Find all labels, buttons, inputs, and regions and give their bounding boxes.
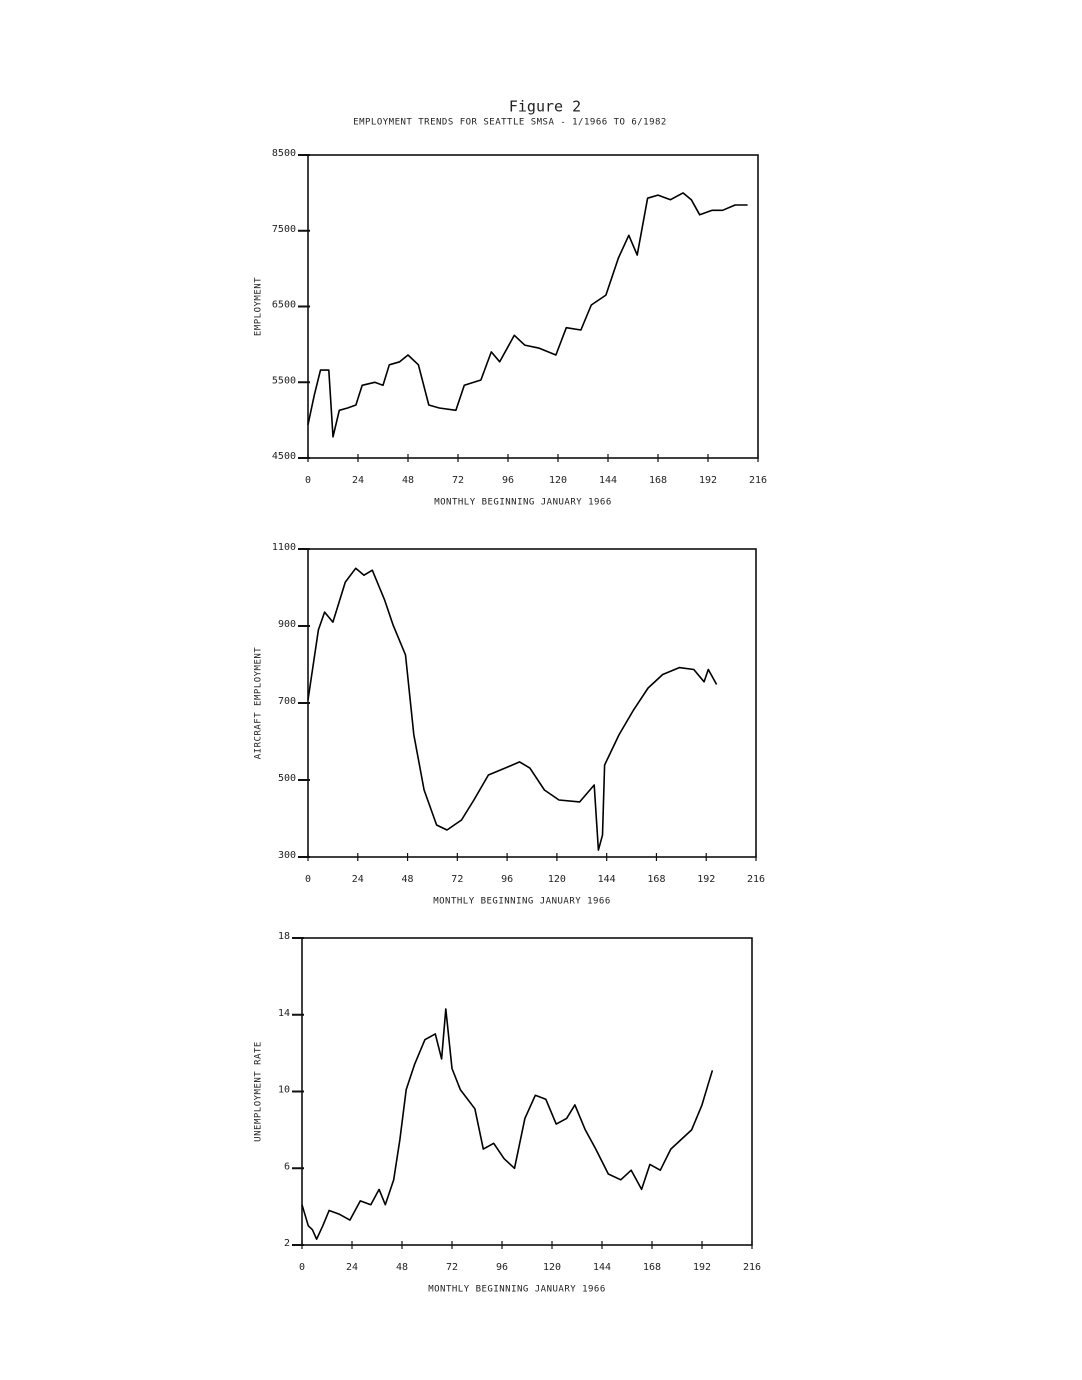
y-tick-label: 500	[278, 773, 296, 784]
x-tick-label: 168	[649, 475, 667, 486]
x-tick-label: 0	[305, 475, 311, 486]
y-axis-title: EMPLOYMENT	[254, 277, 264, 336]
x-axis-title: MONTHLY BEGINNING JANUARY 1966	[428, 1285, 606, 1295]
x-tick-label: 96	[502, 475, 514, 486]
y-tick-label: 14	[278, 1008, 290, 1019]
figure-title: Figure 2	[509, 98, 581, 116]
x-tick-label: 144	[593, 1262, 611, 1273]
x-tick-label: 120	[543, 1262, 561, 1273]
x-tick-label: 216	[749, 475, 767, 486]
x-tick-label: 72	[452, 475, 464, 486]
x-tick-label: 120	[549, 475, 567, 486]
x-tick-label: 72	[446, 1262, 458, 1273]
x-tick-label: 192	[693, 1262, 711, 1273]
x-tick-label: 48	[402, 874, 414, 885]
x-tick-label: 24	[346, 1262, 358, 1273]
x-tick-label: 216	[747, 874, 765, 885]
x-tick-label: 216	[743, 1262, 761, 1273]
y-tick-label: 6	[284, 1161, 290, 1172]
x-tick-label: 144	[598, 874, 616, 885]
x-tick-label: 24	[352, 475, 364, 486]
y-tick-label: 7500	[272, 224, 296, 235]
figure-subtitle: EMPLOYMENT TRENDS FOR SEATTLE SMSA - 1/1…	[353, 118, 667, 128]
x-tick-label: 168	[643, 1262, 661, 1273]
y-tick-label: 4500	[272, 451, 296, 462]
x-axis-title: MONTHLY BEGINNING JANUARY 1966	[434, 498, 612, 508]
x-tick-label: 0	[305, 874, 311, 885]
plot-frame	[307, 154, 759, 459]
x-tick-label: 48	[396, 1262, 408, 1273]
y-tick-label: 300	[278, 850, 296, 861]
x-tick-label: 96	[496, 1262, 508, 1273]
x-axis-title: MONTHLY BEGINNING JANUARY 1966	[433, 897, 611, 907]
data-line	[307, 567, 718, 851]
y-axis-title: AIRCRAFT EMPLOYMENT	[254, 647, 264, 760]
x-tick-label: 192	[697, 874, 715, 885]
y-tick-label: 700	[278, 696, 296, 707]
y-tick-label: 10	[278, 1085, 290, 1096]
x-tick-label: 48	[402, 475, 414, 486]
x-tick-label: 24	[352, 874, 364, 885]
x-tick-label: 192	[699, 475, 717, 486]
y-tick-label: 900	[278, 619, 296, 630]
y-tick-label: 2	[284, 1238, 290, 1249]
x-tick-label: 120	[548, 874, 566, 885]
x-tick-label: 144	[599, 475, 617, 486]
x-tick-label: 0	[299, 1262, 305, 1273]
y-tick-label: 18	[278, 931, 290, 942]
x-tick-label: 168	[647, 874, 665, 885]
y-tick-label: 1100	[272, 542, 296, 553]
x-tick-label: 96	[501, 874, 513, 885]
y-tick-label: 5500	[272, 375, 296, 386]
plot-frame	[307, 548, 757, 858]
data-line	[301, 1008, 714, 1240]
y-axis-title: UNEMPLOYMENT RATE	[254, 1041, 264, 1142]
plot-frame	[301, 937, 753, 1246]
y-tick-label: 8500	[272, 148, 296, 159]
data-line	[307, 192, 748, 438]
x-tick-label: 72	[451, 874, 463, 885]
y-tick-label: 6500	[272, 300, 296, 311]
